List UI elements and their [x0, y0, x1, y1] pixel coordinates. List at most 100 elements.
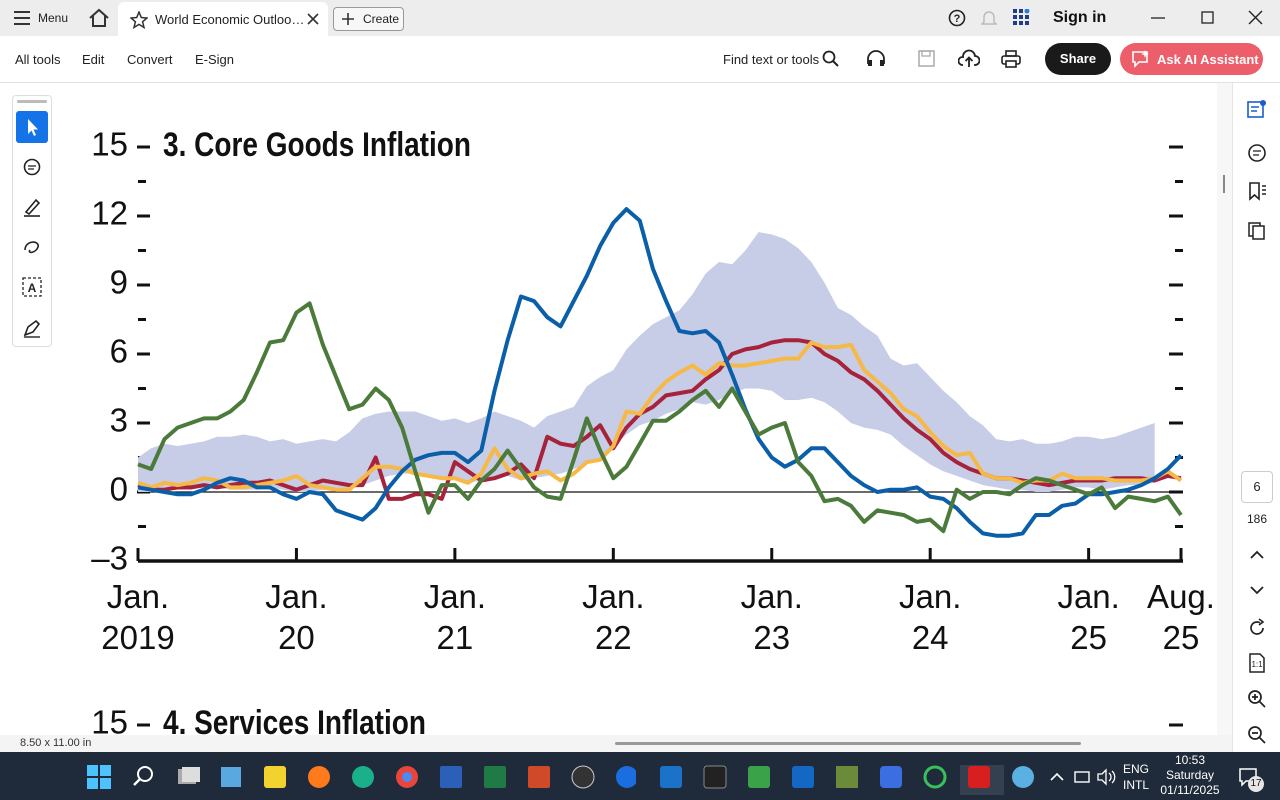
ai-label[interactable]: Ask AI Assistant — [1157, 52, 1259, 67]
menu-item[interactable]: Convert — [127, 52, 173, 67]
menu-icon[interactable] — [14, 11, 32, 25]
chart-title: 3. Core Goods Inflation — [163, 126, 471, 164]
x-tick-label: Jan. 23 — [740, 578, 803, 656]
palette-handle — [17, 100, 47, 103]
y-tick-label: 6 — [110, 333, 128, 370]
keyboard-layout[interactable]: INTL — [1122, 778, 1149, 792]
menu-item[interactable]: Edit — [82, 52, 105, 67]
range-band — [138, 232, 1155, 492]
y-tick-label: 15 — [91, 126, 128, 163]
select-tool[interactable] — [16, 111, 48, 143]
upload-icon[interactable] — [958, 49, 980, 69]
sidebar-icon[interactable] — [1247, 143, 1267, 163]
next-chart-title: 4. Services Inflation — [163, 704, 426, 735]
y-tick-label: 12 — [91, 195, 128, 232]
notification-icon[interactable] — [1238, 767, 1260, 787]
right-sidebar: 6 186 1:1 — [1232, 83, 1280, 752]
sign-tool[interactable] — [22, 318, 44, 338]
series-line — [137, 207, 1183, 538]
cursor-icon — [28, 119, 38, 136]
svg-text:?: ? — [954, 13, 961, 25]
clock-date[interactable]: 01/11/2025 — [1160, 783, 1220, 797]
tools-palette: A — [12, 95, 52, 347]
horizontal-scroll-thumb[interactable] — [615, 742, 1081, 745]
zoom-out[interactable] — [1247, 725, 1267, 745]
close-tab[interactable] — [307, 13, 319, 25]
x-tick-label: Jan. 24 — [899, 578, 962, 656]
home-icon[interactable] — [88, 8, 110, 28]
x-tick-label: Jan. 20 — [265, 578, 328, 656]
page-count: 186 — [1246, 512, 1268, 526]
search-button[interactable] — [133, 765, 155, 787]
sidebar-icon[interactable] — [1247, 221, 1267, 241]
ai-icon — [1132, 50, 1149, 68]
tab-title[interactable]: World Economic Outloo… — [155, 12, 305, 27]
x-tick-label: Jan. 25 — [1057, 578, 1120, 656]
highlight-tool[interactable] — [22, 197, 44, 217]
y-tick-label: 9 — [110, 264, 128, 301]
star-icon[interactable] — [130, 11, 148, 29]
search-icon[interactable] — [822, 50, 840, 68]
series-line — [137, 301, 1183, 534]
find-label[interactable]: Find text or tools — [723, 52, 820, 67]
next-page[interactable] — [1249, 584, 1265, 596]
notification-badge[interactable]: 17 — [1248, 776, 1264, 792]
tray-icons[interactable] — [1048, 768, 1118, 786]
active-tab[interactable]: World Economic Outloo… — [118, 2, 328, 36]
taskbar: ENG INTL 10:53 Saturday 01/11/2025 17 — [0, 752, 1280, 800]
save-icon[interactable] — [918, 50, 936, 68]
svg-text:1:1: 1:1 — [1251, 660, 1263, 669]
x-tick-label: Jan. 22 — [582, 578, 645, 656]
read-aloud-icon[interactable] — [866, 50, 886, 68]
rotate-icon[interactable] — [1247, 618, 1267, 638]
print-icon[interactable] — [1001, 50, 1021, 68]
menu-item[interactable]: E-Sign — [195, 52, 235, 67]
window-controls[interactable] — [1150, 10, 1270, 26]
prev-page[interactable] — [1249, 549, 1265, 561]
x-tick-label: Jan. 2019 — [101, 578, 175, 656]
text-tool[interactable]: A — [22, 277, 44, 299]
vertical-scrollbar[interactable] — [1217, 83, 1232, 735]
share-button[interactable]: Share — [1045, 43, 1111, 75]
series-line — [137, 340, 1183, 492]
status-bar: 8.50 x 11.00 in — [0, 735, 1232, 752]
sidebar-icon[interactable] — [1247, 99, 1267, 119]
y-tick-label: 0 — [110, 471, 128, 508]
create-button[interactable]: Create — [333, 7, 404, 31]
menu-label[interactable]: Menu — [38, 11, 69, 25]
document-view: 15 4. Services Inflation 15 12 9 6 3 0 –3 3. Co… — [0, 83, 1217, 735]
language[interactable]: ENG — [1122, 762, 1149, 776]
help-icon[interactable]: ? — [948, 9, 966, 27]
y-tick-label: 3 — [110, 402, 128, 439]
create-label[interactable]: Create — [363, 12, 400, 26]
sidebar-icon[interactable] — [1247, 181, 1267, 201]
ai-button[interactable]: Ask AI Assistant — [1120, 43, 1263, 75]
bell-icon[interactable] — [981, 9, 997, 27]
sign-in[interactable]: Sign in — [1053, 9, 1107, 26]
start-button[interactable] — [87, 765, 111, 789]
zoom-in[interactable] — [1247, 689, 1267, 709]
x-tick-label: Jan. 21 — [423, 578, 487, 656]
apps-icon[interactable] — [1013, 9, 1031, 27]
x-tick-label: Aug. 25 — [1147, 578, 1215, 656]
next-chart-tick: 15 — [91, 704, 128, 735]
toolbar: All tools Edit Convert E-Sign Find text … — [0, 36, 1280, 83]
chart: 15 4. Services Inflation 15 12 9 6 3 0 –3 3. Co… — [91, 126, 1183, 735]
page-number[interactable]: 6 — [1241, 471, 1273, 503]
draw-tool[interactable] — [22, 238, 44, 258]
plus-icon — [342, 13, 354, 25]
pinned-apps[interactable] — [176, 765, 636, 789]
comment-tool[interactable] — [22, 158, 44, 178]
scroll-thumb[interactable] — [1223, 175, 1225, 193]
fit-icon[interactable]: 1:1 — [1247, 653, 1267, 673]
clock-time[interactable]: 10:53 — [1174, 753, 1206, 767]
menu-item[interactable]: All tools — [15, 52, 61, 67]
title-bar: Menu World Economic Outloo… Create ? Sig… — [0, 0, 1280, 36]
clock-day[interactable]: Saturday — [1165, 768, 1215, 782]
pinned-apps-2[interactable] — [660, 765, 1040, 795]
svg-text:A: A — [28, 281, 37, 295]
y-tick-label: –3 — [91, 540, 128, 577]
page-size: 8.50 x 11.00 in — [20, 737, 92, 749]
